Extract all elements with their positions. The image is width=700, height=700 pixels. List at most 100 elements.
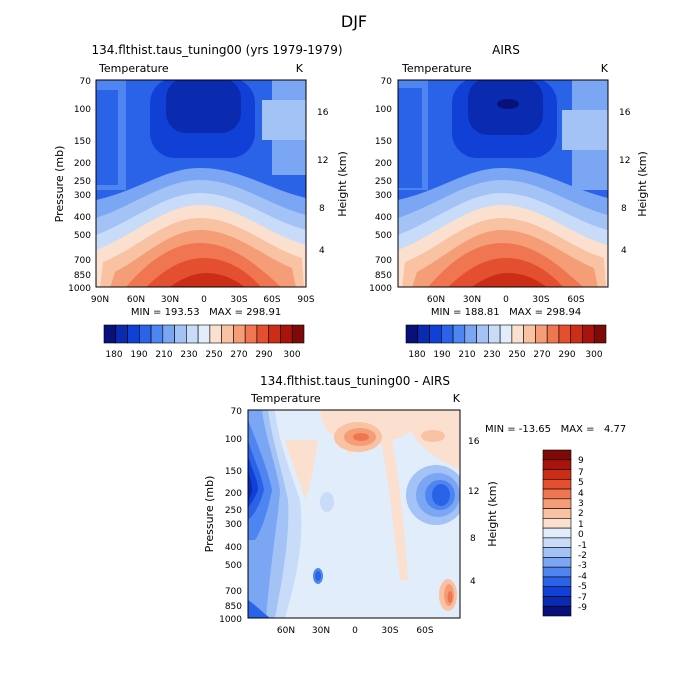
colorbar-label: -2 — [578, 551, 587, 561]
colorbar-cell — [546, 324, 560, 344]
height-tick-label: 12 — [317, 156, 328, 166]
colorbar-cell — [542, 547, 572, 558]
x-tick-label: 30N — [463, 295, 481, 305]
colorbar-label: 180 — [408, 350, 425, 360]
colorbar-label: -4 — [578, 572, 587, 582]
colorbar-label: 210 — [155, 350, 172, 360]
colorbar-label: 270 — [230, 350, 247, 360]
height-tick-label: 12 — [619, 156, 630, 166]
panel-airs-colorbar: 180 190 210 230 250 270 290 300 — [405, 324, 607, 360]
colorbar-label: 290 — [558, 350, 575, 360]
colorbar-cell — [280, 324, 293, 344]
colorbar-label: 190 — [130, 350, 147, 360]
panel-model: 134.flthist.taus_tuning00 (yrs 1979-1979… — [53, 43, 349, 360]
y-tick-label: 300 — [375, 191, 392, 201]
x-tick-label: 0 — [503, 295, 509, 305]
panel-diff-colorbar: 9 7 5 4 3 2 1 0 -1 -2 -3 -4 -5 -7 -9 — [542, 449, 587, 617]
panel-airs-y-axis: 70 100 150 200 250 300 400 500 700 850 1… — [369, 77, 392, 294]
panel-model-plot — [96, 80, 306, 287]
colorbar-label: 230 — [180, 350, 197, 360]
y-tick-label: 150 — [74, 137, 91, 147]
colorbar-label: 4 — [578, 489, 584, 499]
colorbar-cell — [464, 324, 477, 344]
colorbar-cell — [209, 324, 222, 344]
colorbar-label: 250 — [508, 350, 525, 360]
y-tick-label: 200 — [375, 159, 392, 169]
panel-diff-height-axis: 4 8 12 16 Height (km) — [468, 437, 499, 587]
colorbar-cell — [150, 324, 164, 344]
colorbar-cell — [542, 459, 572, 470]
panel-diff-variable: Temperature — [250, 392, 321, 405]
colorbar-cell — [256, 324, 270, 344]
y-tick-label: 700 — [375, 256, 392, 266]
colorbar-label: 1 — [578, 520, 584, 530]
colorbar-cell — [268, 324, 281, 344]
panel-airs-title: AIRS — [492, 43, 520, 57]
colorbar-cell — [103, 324, 117, 344]
panel-diff-title: 134.flthist.taus_tuning00 - AIRS — [260, 374, 450, 388]
y-axis-label: Pressure (mb) — [203, 476, 216, 553]
height-tick-label: 4 — [319, 246, 325, 256]
y-tick-label: 700 — [74, 256, 91, 266]
panel-model-title: 134.flthist.taus_tuning00 (yrs 1979-1979… — [91, 43, 342, 57]
y-axis-label: Pressure (mb) — [53, 146, 66, 223]
panel-airs-height-axis: 4 8 12 16 Height (km) — [619, 108, 649, 256]
colorbar-cell — [186, 324, 199, 344]
colorbar-cell — [542, 478, 572, 490]
panel-model-stats: MIN = 193.53 MAX = 298.91 — [131, 307, 281, 318]
x-tick-label: 60N — [427, 295, 445, 305]
y-tick-label: 250 — [375, 177, 392, 187]
colorbar-cell — [593, 324, 607, 344]
colorbar-cell — [542, 449, 572, 461]
x-tick-label: 60S — [416, 626, 433, 636]
x-tick-label: 90N — [91, 295, 109, 305]
y-tick-label: 1000 — [68, 284, 91, 294]
x-tick-label: 60S — [263, 295, 280, 305]
x-tick-label: 30S — [381, 626, 398, 636]
colorbar-cell — [542, 586, 572, 597]
y-tick-label: 100 — [74, 105, 91, 115]
panel-model-variable: Temperature — [98, 62, 169, 75]
y-tick-label: 200 — [74, 159, 91, 169]
colorbar-cell — [542, 557, 572, 568]
colorbar-cell — [499, 324, 513, 344]
colorbar-cell — [138, 324, 152, 344]
colorbar-cell — [542, 498, 572, 509]
colorbar-label: 190 — [433, 350, 450, 360]
x-tick-label: 0 — [201, 295, 207, 305]
panel-model-units: K — [296, 62, 304, 75]
height-axis-label: Height (km) — [336, 151, 349, 217]
colorbar-label: -3 — [578, 561, 587, 571]
y-tick-label: 850 — [375, 271, 392, 281]
panel-diff-x-axis: 60N 30N 0 30S 60S — [277, 626, 434, 636]
x-tick-label: 30N — [161, 295, 179, 305]
colorbar-cell — [542, 488, 572, 500]
colorbar-label: 230 — [483, 350, 500, 360]
colorbar-cell — [417, 324, 430, 344]
panel-diff-y-axis: 70 100 150 200 250 300 400 500 700 850 1… — [203, 407, 242, 625]
colorbar-cell — [488, 324, 501, 344]
colorbar-label: -7 — [578, 593, 587, 603]
height-tick-label: 8 — [470, 534, 476, 544]
panel-airs: AIRS Temperature K 70 100 150 — [369, 43, 649, 360]
panel-model-height-axis: 4 8 12 16 Height (km) — [317, 108, 349, 256]
height-tick-label: 4 — [621, 246, 627, 256]
y-tick-label: 700 — [225, 587, 242, 597]
height-axis-label: Height (km) — [486, 481, 499, 547]
colorbar-label: 270 — [533, 350, 550, 360]
colorbar-label: 290 — [255, 350, 272, 360]
colorbar-label: 250 — [205, 350, 222, 360]
colorbar-label: 5 — [578, 478, 584, 488]
panel-airs-units: K — [601, 62, 609, 75]
panel-airs-stats: MIN = 188.81 MAX = 298.94 — [431, 307, 581, 318]
colorbar-cell — [542, 518, 572, 529]
colorbar-cell — [405, 324, 419, 344]
y-tick-label: 150 — [225, 467, 242, 477]
colorbar-cell — [582, 324, 595, 344]
y-tick-label: 400 — [74, 213, 91, 223]
colorbar-cell — [570, 324, 583, 344]
y-tick-label: 250 — [74, 177, 91, 187]
panel-model-colorbar: 180 190 210 230 250 270 290 300 — [103, 324, 305, 360]
height-tick-label: 12 — [468, 487, 479, 497]
colorbar-cell — [542, 605, 572, 617]
